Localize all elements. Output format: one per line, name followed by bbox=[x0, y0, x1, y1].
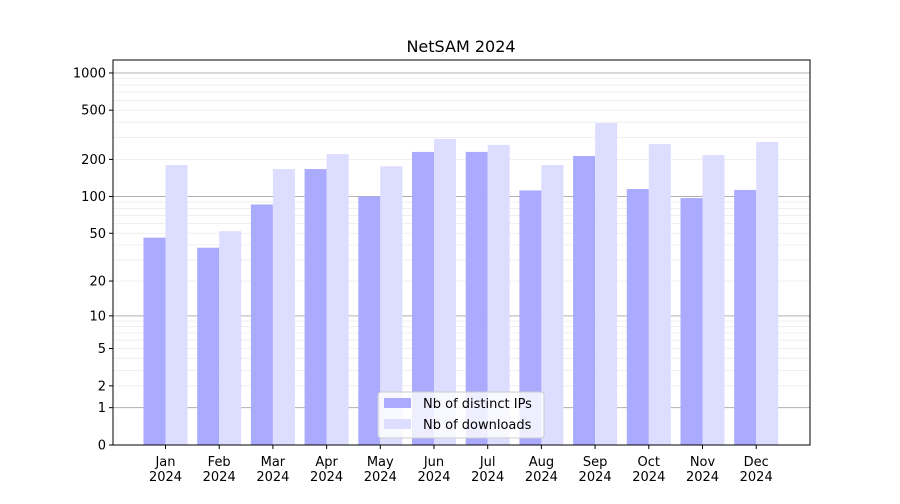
bar-downloads bbox=[272, 169, 295, 445]
bar-downloads bbox=[434, 138, 456, 445]
bar-downloads bbox=[595, 123, 618, 445]
legend: Nb of distinct IPs Nb of downloads bbox=[377, 391, 545, 439]
y-tick-label: 10 bbox=[89, 309, 106, 324]
chart-title: NetSAM 2024 bbox=[406, 37, 515, 56]
y-tick-label: 200 bbox=[81, 153, 106, 168]
legend-swatch bbox=[384, 419, 411, 429]
x-tick-label: Jun 2024 bbox=[417, 455, 450, 485]
bar-distinct-ips bbox=[197, 247, 220, 445]
bar-downloads bbox=[756, 141, 779, 445]
bar-distinct-ips bbox=[304, 169, 327, 445]
y-tick-label: 500 bbox=[81, 104, 106, 119]
x-tick-label: Dec 2024 bbox=[740, 455, 773, 485]
bar-downloads bbox=[487, 144, 510, 446]
bar-downloads bbox=[541, 165, 564, 445]
bar-downloads bbox=[648, 144, 671, 445]
x-tick-label: Jan 2024 bbox=[149, 455, 182, 485]
bar-distinct-ips bbox=[358, 196, 381, 445]
x-tick-label: Mar 2024 bbox=[256, 455, 289, 485]
bar-downloads bbox=[326, 154, 349, 445]
y-tick-label: 100 bbox=[81, 190, 106, 205]
bar-distinct-ips bbox=[250, 204, 273, 445]
bar-distinct-ips bbox=[143, 237, 166, 445]
y-tick-label: 20 bbox=[89, 275, 106, 290]
x-tick-label: Aug 2024 bbox=[525, 455, 558, 485]
y-tick-label: 50 bbox=[89, 227, 106, 242]
x-tick-label: Nov 2024 bbox=[686, 455, 719, 485]
bar-downloads bbox=[380, 166, 403, 445]
bar-distinct-ips bbox=[465, 151, 488, 445]
bar-downloads bbox=[702, 155, 725, 446]
x-tick-label: Apr 2024 bbox=[310, 455, 343, 485]
bar-distinct-ips bbox=[626, 189, 649, 445]
x-tick-label: May 2024 bbox=[364, 455, 397, 485]
bar-distinct-ips bbox=[412, 151, 434, 445]
legend-swatch bbox=[384, 398, 411, 408]
bar-distinct-ips bbox=[680, 198, 703, 445]
plot-frame bbox=[112, 59, 811, 446]
y-tick-label: 5 bbox=[98, 342, 106, 357]
y-tick-label: 2 bbox=[98, 379, 106, 394]
y-tick-label: 0 bbox=[98, 439, 106, 454]
legend-box bbox=[377, 391, 545, 439]
bar-distinct-ips bbox=[734, 189, 757, 445]
legend-label: Nb of downloads bbox=[423, 418, 532, 433]
y-tick-label: 1 bbox=[98, 401, 106, 416]
x-tick-label: Jul 2024 bbox=[471, 455, 504, 485]
y-tick-label: 1000 bbox=[73, 66, 106, 81]
legend-label: Nb of distinct IPs bbox=[423, 397, 532, 412]
bar-downloads bbox=[165, 165, 188, 445]
bar-downloads bbox=[219, 231, 242, 445]
x-tick-label: Feb 2024 bbox=[203, 455, 236, 485]
bar-distinct-ips bbox=[573, 156, 596, 445]
bar-distinct-ips bbox=[519, 190, 542, 445]
x-tick-label: Sep 2024 bbox=[579, 455, 612, 485]
x-tick-label: Oct 2024 bbox=[632, 455, 665, 485]
